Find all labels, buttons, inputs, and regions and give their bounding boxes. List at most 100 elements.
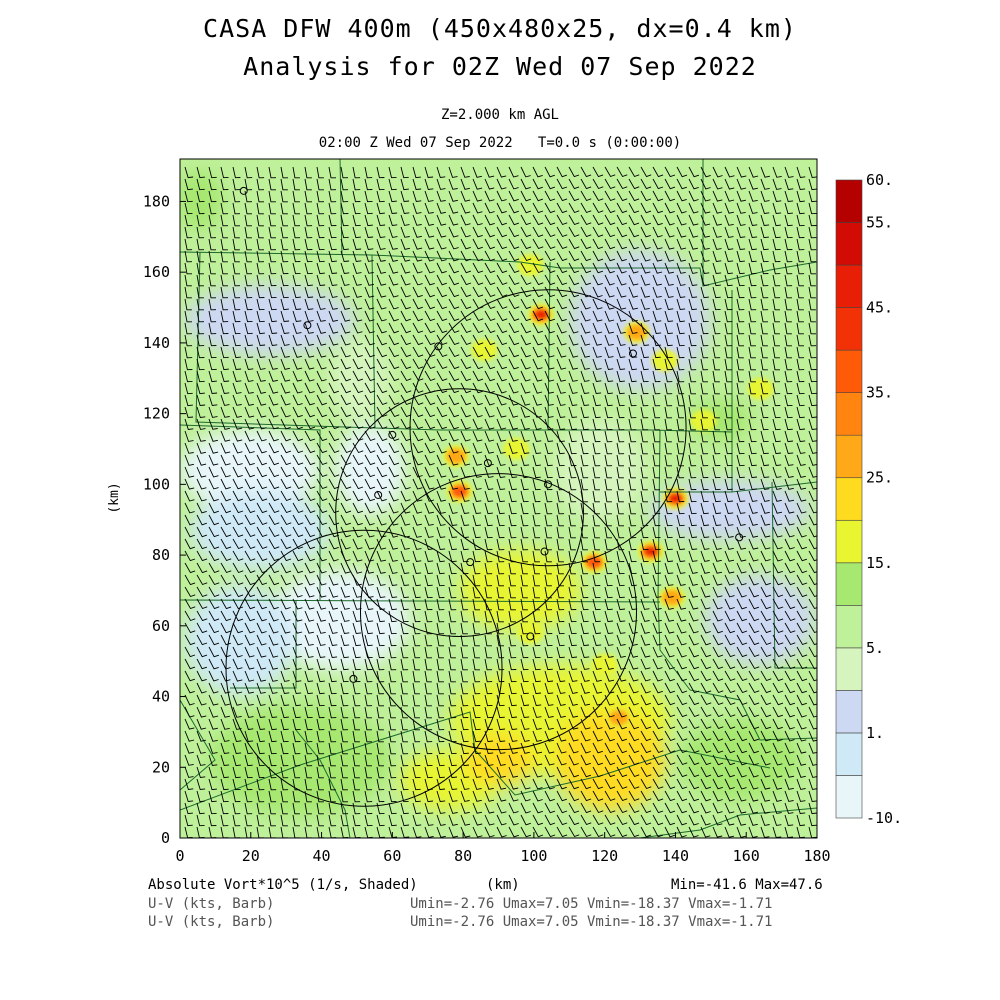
- wind-barb: [316, 346, 327, 358]
- wind-barb: [724, 370, 732, 383]
- wind-barb: [580, 742, 591, 754]
- wind-barb: [496, 622, 504, 635]
- wind-barb: [412, 598, 421, 611]
- wind-barb: [640, 178, 652, 190]
- wind-barb: [472, 382, 484, 394]
- wind-barb: [196, 406, 206, 418]
- wind-barb: [412, 754, 421, 767]
- wind-barb: [340, 646, 349, 659]
- wind-barb: [616, 262, 627, 274]
- wind-barb: [616, 754, 628, 766]
- wind-barb: [316, 202, 325, 215]
- wind-barb: [448, 202, 459, 214]
- wind-barb: [700, 466, 709, 479]
- wind-barb: [256, 814, 264, 827]
- wind-barb: [664, 814, 676, 826]
- wind-barb: [520, 178, 531, 190]
- wind-barb: [616, 550, 625, 563]
- wind-barb: [340, 226, 349, 239]
- wind-barb: [280, 310, 290, 322]
- wind-barb: [784, 250, 793, 263]
- wind-barb: [184, 250, 193, 263]
- wind-barb: [676, 238, 687, 250]
- wind-barb: [328, 490, 340, 502]
- wind-barb: [508, 802, 519, 814]
- wind-barb: [640, 454, 648, 467]
- wind-barb: [424, 550, 434, 562]
- wind-barb: [400, 322, 412, 334]
- wind-barb: [736, 514, 746, 526]
- wind-barb: [232, 214, 240, 227]
- wind-barb: [508, 790, 519, 802]
- wind-barb: [580, 454, 589, 467]
- wind-barb: [592, 370, 602, 382]
- wind-barb: [436, 694, 444, 707]
- wind-barb: [520, 550, 528, 563]
- wind-barb: [436, 670, 444, 683]
- wind-barb: [280, 514, 292, 526]
- wind-barb: [664, 334, 673, 347]
- wind-barb: [436, 334, 448, 346]
- wind-barb: [604, 442, 613, 455]
- wind-barb: [244, 274, 253, 287]
- wind-barb: [568, 754, 579, 766]
- wind-barb: [328, 274, 338, 286]
- wind-barb: [496, 454, 506, 466]
- wind-barb: [280, 250, 289, 263]
- wind-barb: [640, 646, 651, 658]
- wind-barb: [292, 526, 304, 538]
- wind-barb: [484, 226, 495, 238]
- wind-barb: [424, 418, 436, 430]
- wind-barb: [196, 814, 205, 827]
- wind-barb: [220, 730, 230, 742]
- colorbar-swatch: [835, 732, 863, 776]
- wind-barb: [268, 190, 276, 203]
- wind-barb: [424, 226, 435, 238]
- wind-barb: [568, 802, 580, 814]
- wind-barb: [340, 754, 348, 767]
- wind-barb: [676, 826, 687, 838]
- wind-barb: [664, 682, 676, 694]
- wind-barb: [196, 238, 205, 251]
- wind-barb: [796, 274, 804, 287]
- wind-barb: [736, 670, 748, 682]
- wind-barb: [388, 334, 400, 346]
- wind-barb: [364, 346, 375, 358]
- wind-barb: [220, 610, 232, 622]
- wind-barb: [664, 658, 675, 670]
- wind-barb: [196, 718, 207, 730]
- wind-barb: [760, 586, 772, 598]
- wind-barb: [220, 346, 229, 359]
- wind-barb: [256, 742, 265, 755]
- wind-barb: [796, 814, 806, 827]
- wind-barb: [760, 502, 770, 514]
- wind-barb: [460, 334, 472, 346]
- wind-barb: [580, 442, 589, 455]
- wind-barb: [412, 454, 423, 466]
- wind-barb: [784, 358, 793, 371]
- wind-barb: [424, 646, 432, 659]
- wind-barb: [460, 190, 471, 202]
- wind-barb: [604, 274, 615, 286]
- wind-barb: [220, 310, 229, 323]
- wind-barb: [760, 202, 770, 214]
- wind-barb: [256, 670, 266, 682]
- wind-barb: [244, 214, 252, 227]
- wind-barb: [484, 286, 496, 298]
- wind-barb: [508, 658, 517, 671]
- wind-barb: [580, 298, 591, 310]
- wind-barb: [472, 286, 484, 298]
- wind-barb: [292, 790, 300, 803]
- wind-barb: [556, 790, 568, 802]
- wind-barb: [700, 190, 711, 202]
- wind-barb: [760, 334, 768, 347]
- y-axis-label: (km): [107, 482, 122, 513]
- y-tick-label: 0: [161, 829, 170, 847]
- wind-barb: [256, 766, 265, 779]
- wind-barb: [304, 778, 312, 791]
- wind-barb: [196, 418, 206, 430]
- wind-barb: [544, 742, 555, 754]
- wind-barb: [520, 406, 530, 418]
- wind-barb: [412, 442, 424, 454]
